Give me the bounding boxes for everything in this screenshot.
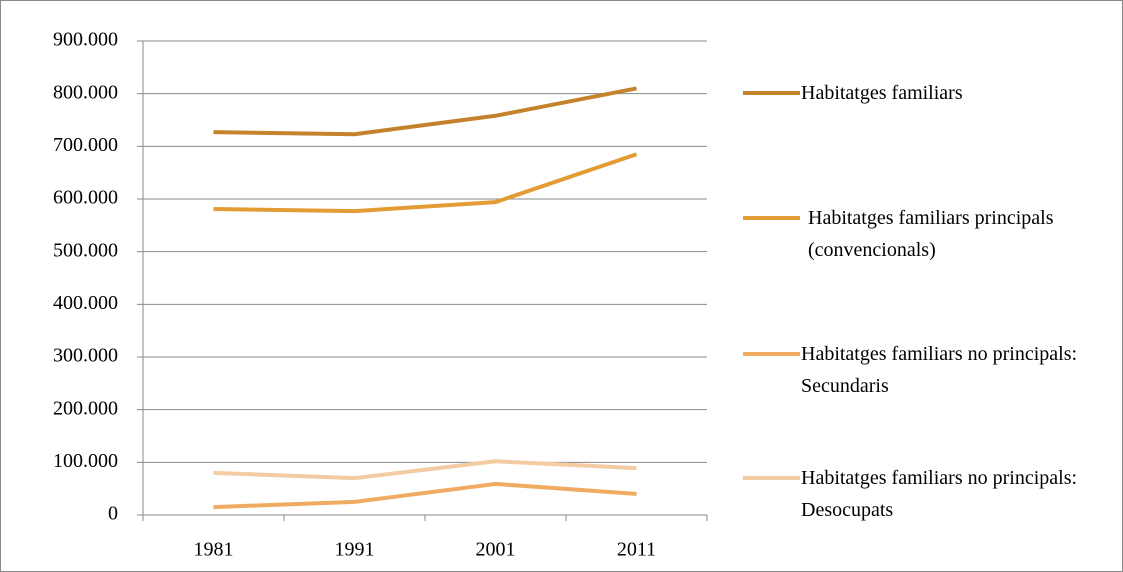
series-line bbox=[213, 481, 637, 510]
y-tick-label: 700.000 bbox=[53, 134, 118, 156]
x-tick-label: 1981 bbox=[194, 539, 234, 561]
y-tick-label: 400.000 bbox=[53, 292, 118, 314]
x-tick-label: 2001 bbox=[476, 539, 516, 561]
legend-label: Habitatges familiars no principals: Secu… bbox=[801, 343, 1078, 397]
y-tick-label: 600.000 bbox=[53, 187, 118, 209]
y-tick-label: 300.000 bbox=[53, 345, 118, 367]
y-tick-label: 500.000 bbox=[53, 239, 118, 261]
x-tick-label: 2011 bbox=[617, 539, 656, 561]
series-line bbox=[213, 86, 637, 137]
legend-label: Habitatges familiars no principals: Deso… bbox=[801, 467, 1078, 521]
y-tick-label: 100.000 bbox=[53, 450, 118, 472]
y-tick-label: 900.000 bbox=[53, 29, 118, 51]
legend-label: Habitatges familiars bbox=[801, 82, 963, 104]
series-line bbox=[213, 152, 638, 214]
series-line bbox=[213, 459, 637, 481]
x-tick-label: 1991 bbox=[335, 539, 375, 561]
legend-label: Habitatges familiars principals (convenc… bbox=[808, 207, 1054, 261]
y-tick-label: 200.000 bbox=[53, 397, 118, 419]
y-tick-label: 800.000 bbox=[53, 81, 118, 103]
y-tick-label: 0 bbox=[108, 503, 118, 525]
